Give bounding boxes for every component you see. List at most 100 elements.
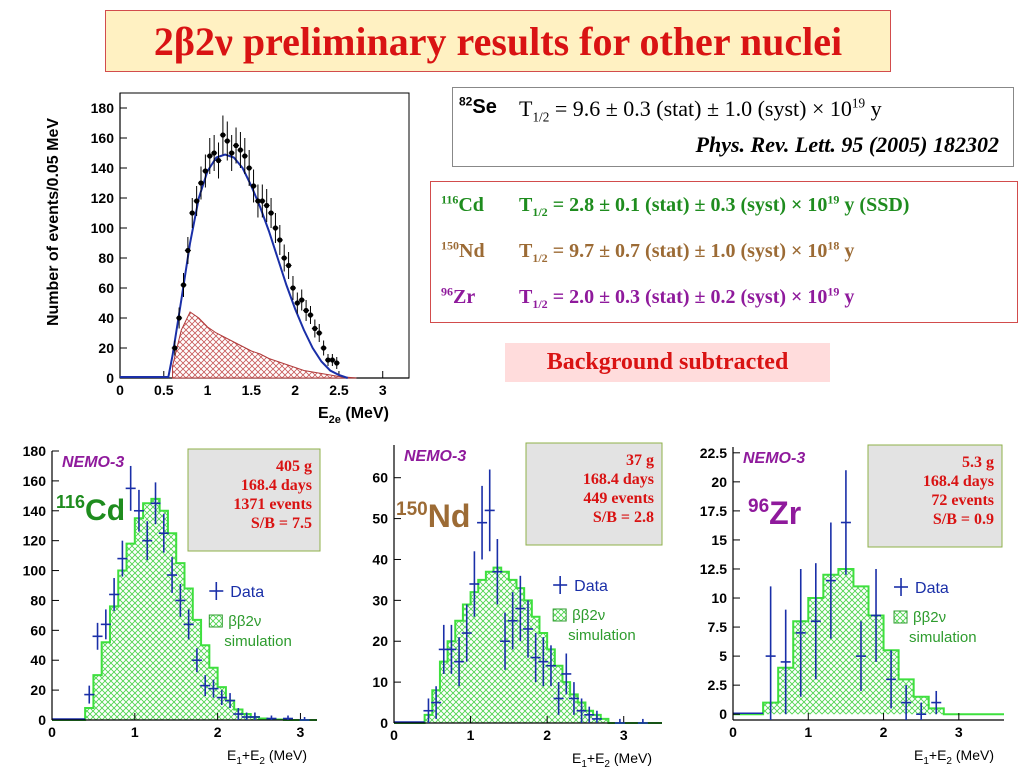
x-tick-label: 1 bbox=[467, 727, 475, 743]
info-box bbox=[867, 444, 1003, 548]
simulation-histogram-outline bbox=[733, 567, 1004, 716]
legend-sim-label: ββ2ν bbox=[228, 613, 261, 630]
nemo3-label: NEMO-3 bbox=[62, 454, 124, 471]
x-axis-label-subscript: 1 bbox=[581, 759, 587, 768]
data-point bbox=[259, 198, 265, 204]
isotope-label: 116Cd bbox=[56, 492, 125, 527]
other-results-box: 116Cd T1/2 = 2.8 ± 0.1 (stat) ± 0.3 (sys… bbox=[430, 181, 1018, 323]
data-point bbox=[272, 225, 279, 231]
info-line: 5.3 g bbox=[962, 454, 994, 471]
data-point bbox=[325, 357, 331, 363]
data-point bbox=[194, 198, 200, 204]
data-point bbox=[172, 345, 178, 351]
data-point bbox=[299, 297, 305, 303]
x-axis-label-subscript: 1 bbox=[236, 756, 242, 767]
data-point bbox=[264, 202, 270, 209]
legend-data-label: Data bbox=[574, 578, 608, 595]
plot-frame bbox=[119, 92, 410, 379]
y-tick-label: 30 bbox=[372, 592, 388, 608]
title-box: 2β2ν preliminary results for other nucle… bbox=[105, 10, 891, 72]
y-tick-label: 22.5 bbox=[700, 445, 727, 461]
info-line: 168.4 days bbox=[583, 471, 654, 488]
info-line: 449 events bbox=[583, 490, 654, 507]
x-tick-label: 2 bbox=[880, 724, 888, 740]
se-t-subscript: 1/2 bbox=[532, 109, 550, 125]
y-tick-label: 0 bbox=[380, 715, 388, 731]
y-tick-label: 160 bbox=[23, 473, 47, 489]
x-tick-label: 0 bbox=[116, 382, 124, 398]
isotope-mass-number: 96 bbox=[748, 496, 769, 517]
data-point bbox=[233, 142, 239, 149]
legend-sim-swatch bbox=[552, 608, 567, 622]
x-axis-label-subscript: 2 bbox=[946, 756, 952, 767]
result-mass: 116 bbox=[441, 192, 459, 207]
x-axis-label: E2e (MeV) bbox=[318, 405, 389, 426]
data-point bbox=[198, 180, 204, 186]
info-line: S/B = 2.8 bbox=[593, 509, 654, 526]
y-tick-label: 80 bbox=[98, 250, 114, 266]
y-tick-label: 40 bbox=[30, 652, 46, 668]
nemo3-label: NEMO-3 bbox=[743, 450, 805, 467]
info-line: S/B = 0.9 bbox=[933, 511, 994, 528]
info-line: 72 events bbox=[931, 492, 994, 509]
y-tick-label: 80 bbox=[30, 592, 46, 608]
se-mass-number: 82 bbox=[459, 94, 473, 109]
y-tick-label: 20 bbox=[372, 633, 388, 649]
legend-data-label: Data bbox=[230, 584, 264, 601]
data-point bbox=[277, 237, 283, 243]
data-point bbox=[285, 262, 292, 269]
nd150-spectrum-chart: 0 10 20 30 40 50 60 0 1 2 3 NEMO-3 150Nd 37 g 168.4 da… bbox=[372, 442, 663, 768]
result-halflife: T1/2 = 2.0 ± 0.3 (stat) ± 0.2 (syst) × 1… bbox=[519, 284, 854, 311]
x-axis-label-subscript: 2 bbox=[259, 756, 265, 767]
y-tick-label: 180 bbox=[23, 443, 47, 459]
result-exponent: 19 bbox=[827, 192, 840, 207]
data-point bbox=[290, 285, 296, 291]
y-tick-label: 60 bbox=[372, 470, 388, 486]
result-element: Zr bbox=[453, 286, 476, 308]
result-halflife: T1/2 = 2.8 ± 0.1 (stat) ± 0.3 (syst) × 1… bbox=[519, 192, 909, 219]
result-t-subscript: 1/2 bbox=[532, 205, 548, 219]
y-tick-label: 120 bbox=[91, 190, 115, 206]
legend-data-label: Data bbox=[915, 580, 949, 597]
result-mass: 150 bbox=[441, 238, 459, 253]
y-tick-label: 160 bbox=[91, 130, 115, 146]
isotope-element: Nd bbox=[428, 498, 471, 534]
x-tick-label: 1 bbox=[204, 382, 212, 398]
se82-spectrum-chart: 0 20 40 60 80 100 120 140 160 180 0 0.5 1 1.5 2 2.5 3 Num… bbox=[45, 92, 410, 426]
data-point bbox=[303, 307, 309, 314]
info-line: 168.4 days bbox=[241, 477, 312, 494]
x-axis-label-part: (MeV) bbox=[952, 747, 994, 763]
se-halflife: T1/2 = 9.6 ± 0.3 (stat) ± 1.0 (syst) × 1… bbox=[519, 96, 882, 125]
result-isotope: 116Cd bbox=[441, 192, 484, 217]
x-axis-label-subscript: 2e bbox=[329, 414, 341, 426]
data-point bbox=[242, 153, 248, 159]
data-point bbox=[268, 210, 274, 216]
y-tick-label: 180 bbox=[91, 100, 115, 116]
result-isotope: 96Zr bbox=[441, 285, 476, 309]
y-tick-label: 40 bbox=[372, 551, 388, 567]
data-point bbox=[307, 312, 314, 318]
info-line: 168.4 days bbox=[923, 473, 994, 490]
result-t-subscript: 1/2 bbox=[532, 297, 548, 311]
result-element: Cd bbox=[458, 194, 484, 216]
cd116-spectrum-chart: 0 20 40 60 80 100 120 140 160 180 0 1 2 3 NEMO-3 116Cd 4… bbox=[23, 443, 321, 767]
data-point bbox=[281, 255, 287, 261]
se-reference: Phys. Rev. Lett. 95 (2005) 182302 bbox=[695, 132, 999, 157]
x-axis-label-subscript: 2 bbox=[604, 759, 610, 768]
y-tick-label: 140 bbox=[91, 160, 115, 176]
result-suffix: y bbox=[839, 240, 855, 262]
x-axis-label-part: (MeV) bbox=[610, 750, 652, 766]
y-tick-label: 10 bbox=[711, 590, 727, 606]
data-point bbox=[207, 153, 213, 159]
y-tick-label: 60 bbox=[98, 280, 114, 296]
result-t-symbol: T bbox=[519, 240, 533, 262]
x-tick-label: 0.5 bbox=[154, 382, 174, 398]
result-t-symbol: T bbox=[519, 286, 533, 308]
x-axis-label: E1+E2 (MeV) bbox=[914, 747, 994, 767]
result-exponent: 19 bbox=[827, 284, 840, 299]
data-point bbox=[329, 357, 335, 363]
nemo3-label: NEMO-3 bbox=[404, 448, 466, 465]
data-point bbox=[224, 138, 230, 144]
x-axis-label-unit: (MeV) bbox=[341, 405, 389, 422]
